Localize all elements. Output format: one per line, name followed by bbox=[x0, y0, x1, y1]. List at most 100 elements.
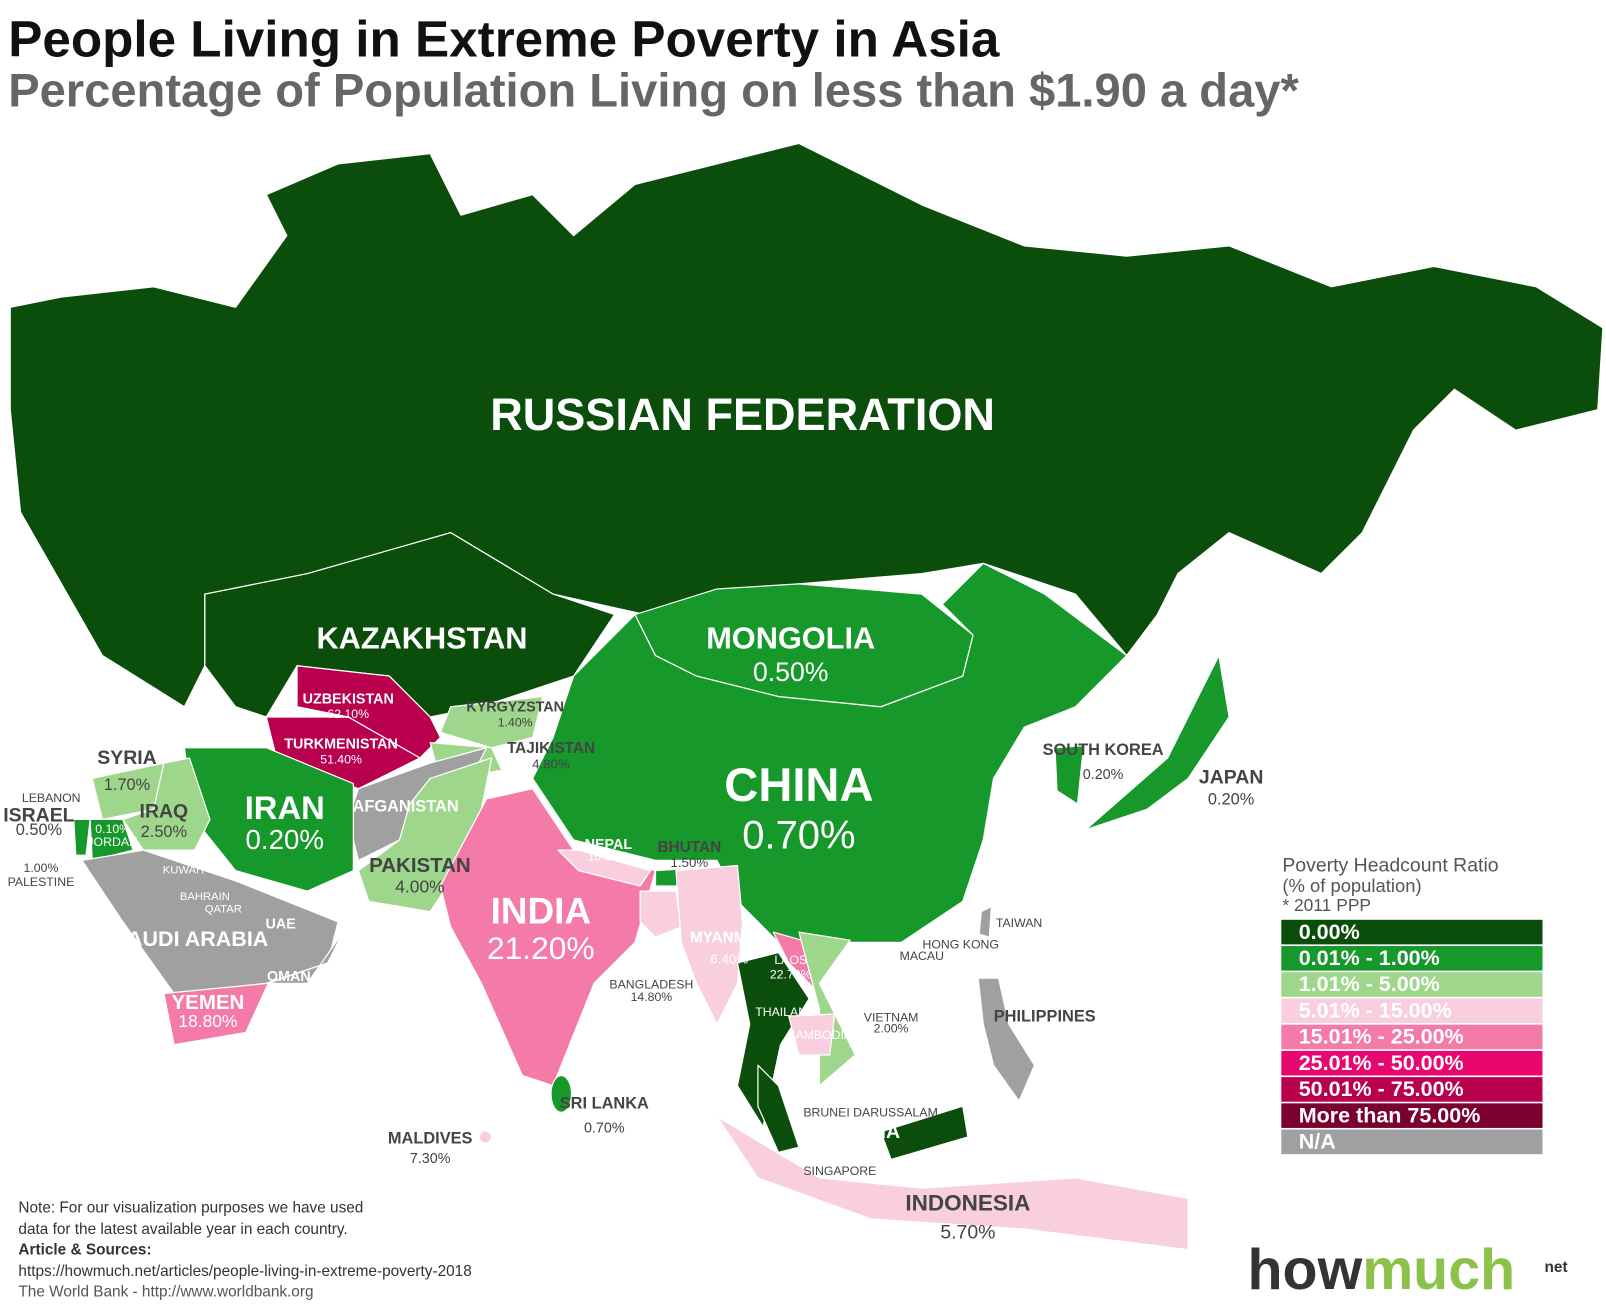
note-line: data for the latest available year in ea… bbox=[18, 1221, 347, 1238]
country-name: AFGANISTAN bbox=[353, 797, 459, 815]
legend-swatch bbox=[1281, 1050, 1543, 1076]
country-value: 1.70% bbox=[104, 776, 150, 794]
country-name: SRI LANKA bbox=[560, 1094, 649, 1112]
country-value: 1.00% bbox=[24, 861, 59, 875]
country-name: LAOS bbox=[774, 953, 807, 967]
country-name: ISRAEL bbox=[3, 804, 74, 826]
note-line: Note: For our visualization purposes we … bbox=[18, 1200, 363, 1217]
country-shape bbox=[1054, 745, 1085, 805]
footer: Note: For our visualization purposes we … bbox=[18, 1200, 471, 1301]
country-shape bbox=[634, 583, 974, 708]
logo-suffix: net bbox=[1545, 1259, 1568, 1276]
country-value: 15.00% bbox=[588, 850, 630, 864]
country-value: 6.40% bbox=[710, 951, 748, 966]
country-shape bbox=[439, 695, 544, 749]
country-shape bbox=[296, 665, 442, 759]
country-name: UZBEKISTAN bbox=[303, 691, 394, 707]
country-name: SAUDI ARABIA bbox=[113, 927, 269, 951]
logo: howmuch net bbox=[1248, 1238, 1568, 1302]
source-line: https://howmuch.net/articles/people-livi… bbox=[18, 1263, 471, 1280]
country-name: MALDIVES bbox=[388, 1129, 473, 1147]
country-value: 0.70% bbox=[742, 813, 855, 857]
country-name: JORDAN bbox=[87, 835, 138, 849]
country-value: 0.20% bbox=[1208, 790, 1254, 808]
country-shape bbox=[550, 1074, 573, 1113]
country-shape bbox=[757, 1064, 800, 1153]
country-value: 4.00% bbox=[395, 877, 444, 897]
legend-label: 0.00% bbox=[1299, 920, 1360, 944]
legend-label: 5.01% - 15.00% bbox=[1299, 998, 1452, 1022]
country-value: 0.10% bbox=[95, 822, 130, 836]
logo-text: howmuch bbox=[1248, 1238, 1516, 1302]
country-name: QATAR bbox=[205, 904, 242, 916]
legend-label: 1.01% - 5.00% bbox=[1299, 972, 1440, 996]
legend-label: More than 75.00% bbox=[1299, 1103, 1481, 1127]
country-shape bbox=[357, 757, 493, 913]
legend-swatch bbox=[1281, 1077, 1543, 1102]
country-shape bbox=[267, 931, 344, 984]
country-value: 0.50% bbox=[16, 821, 62, 839]
country-name: JAPAN bbox=[1199, 767, 1264, 789]
logo-part: how bbox=[1248, 1238, 1363, 1302]
country-name: KAZAKHSTAN bbox=[316, 620, 527, 655]
country-name: PALESTINE bbox=[8, 875, 75, 889]
country-labels: RUSSIAN FEDERATION KAZAKHSTAN MONGOLIA 0.50… bbox=[3, 389, 1263, 1244]
country-name: SYRIA bbox=[97, 747, 156, 769]
country-shape bbox=[716, 1115, 1189, 1251]
country-name: HONG KONG bbox=[923, 938, 999, 952]
country-value: 62.10% bbox=[327, 707, 369, 721]
legend-items: 0.00%0.01% - 1.00%1.01% - 5.00%5.01% - 1… bbox=[1281, 919, 1543, 1155]
country-shape bbox=[478, 1130, 493, 1144]
legend: Poverty Headcount Ratio (% of population… bbox=[1281, 855, 1543, 1155]
country-value: 4.80% bbox=[532, 757, 570, 772]
country-name: CHINA bbox=[724, 758, 873, 811]
legend-title: Poverty Headcount Ratio bbox=[1282, 855, 1498, 877]
country-name: NEPAL bbox=[585, 837, 633, 853]
legend-swatch bbox=[1281, 998, 1543, 1024]
country-value: 0.70% bbox=[584, 1121, 625, 1137]
country-shape bbox=[73, 818, 91, 856]
country-shape bbox=[798, 931, 856, 1087]
legend-swatch bbox=[1281, 1129, 1543, 1155]
country-name: YEMEN bbox=[172, 991, 245, 1014]
legend-swatch bbox=[1281, 1024, 1543, 1050]
country-name: INDIA bbox=[491, 890, 591, 931]
country-name: MYANMAR bbox=[690, 929, 769, 946]
country-name: BRUNEI DARUSSALAM bbox=[803, 1106, 937, 1120]
country-value: 14.80% bbox=[631, 990, 673, 1004]
country-name: MACAU bbox=[900, 949, 944, 963]
country-value: 51.40% bbox=[320, 752, 362, 766]
logo-part: much bbox=[1362, 1238, 1515, 1302]
country-name: LEBANON bbox=[22, 791, 81, 805]
country-name: SOUTH KOREA bbox=[1043, 741, 1164, 759]
legend-swatch bbox=[1281, 946, 1543, 971]
country-name: RUSSIAN FEDERATION bbox=[490, 389, 995, 440]
country-name: CAMBODIA bbox=[787, 1028, 853, 1042]
country-name: VIETNAM bbox=[864, 1010, 919, 1024]
legend-note: * 2011 PPP bbox=[1282, 895, 1371, 915]
country-shape bbox=[639, 890, 682, 938]
country-name: KUWAIT bbox=[163, 865, 206, 877]
country-value: 2.50% bbox=[141, 823, 187, 841]
country-shape bbox=[977, 977, 1036, 1102]
country-value: 5.70% bbox=[940, 1221, 995, 1243]
country-name: THAILAND bbox=[755, 1005, 816, 1019]
country-name: MONGOLIA bbox=[706, 620, 875, 655]
country-name: INDONESIA bbox=[905, 1190, 1030, 1215]
source-line: The World Bank - http://www.worldbank.or… bbox=[18, 1284, 313, 1301]
country-name: TURKMENISTAN bbox=[284, 736, 398, 752]
country-value: 1.40% bbox=[498, 715, 533, 729]
country-shape bbox=[122, 757, 211, 851]
country-value: 22.70% bbox=[770, 967, 812, 981]
country-shape bbox=[557, 849, 652, 887]
country-name: PAKISTAN bbox=[369, 854, 471, 877]
legend-swatch bbox=[1281, 1103, 1543, 1128]
legend-swatch bbox=[1281, 919, 1543, 945]
legend-label: 0.01% - 1.00% bbox=[1299, 946, 1440, 970]
country-name: IRAQ bbox=[140, 800, 189, 822]
country-value: 21.20% bbox=[487, 930, 595, 966]
legend-swatch bbox=[1281, 972, 1543, 997]
country-name: BHUTAN bbox=[657, 839, 721, 856]
